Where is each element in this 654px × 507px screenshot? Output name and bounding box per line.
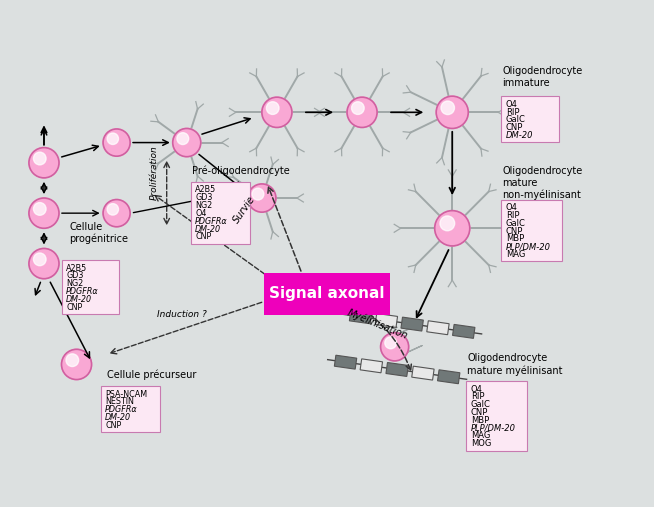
Text: A2B5: A2B5 [66,264,87,273]
Circle shape [252,188,264,200]
Text: DM-20: DM-20 [196,225,221,234]
Text: PDGFRα: PDGFRα [105,405,138,414]
Text: PLP/DM-20: PLP/DM-20 [471,424,516,432]
Text: NG2: NG2 [196,201,213,210]
Circle shape [66,354,78,367]
Text: PDGFRα: PDGFRα [196,216,228,226]
Text: NG2: NG2 [66,279,83,288]
Text: O4: O4 [471,385,483,393]
Circle shape [61,349,92,380]
Text: A2B5: A2B5 [196,186,216,194]
Circle shape [381,333,409,361]
Polygon shape [386,363,408,376]
Polygon shape [360,359,383,373]
FancyBboxPatch shape [61,260,118,314]
Text: CNP: CNP [506,123,523,132]
Text: RIP: RIP [506,211,519,220]
FancyBboxPatch shape [191,182,250,244]
Polygon shape [453,324,475,338]
Text: PDGFRα: PDGFRα [66,287,99,296]
Text: CNP: CNP [66,303,82,312]
Text: Signal axonal: Signal axonal [269,286,385,301]
Text: PSA-NCAM: PSA-NCAM [105,390,147,399]
Circle shape [33,152,46,165]
Text: GD3: GD3 [196,193,213,202]
Polygon shape [427,321,449,335]
Circle shape [173,128,201,157]
Text: GalC: GalC [471,400,490,409]
Polygon shape [401,317,423,331]
Circle shape [435,210,470,246]
Circle shape [436,96,468,128]
FancyBboxPatch shape [101,386,160,432]
Text: DM-20: DM-20 [506,131,533,140]
Circle shape [266,102,279,115]
Polygon shape [375,313,398,328]
Text: Oligodendrocyte
mature
non-myélinisant: Oligodendrocyte mature non-myélinisant [502,166,583,200]
Text: MBP: MBP [471,416,489,425]
Text: Prolifération: Prolifération [150,146,159,200]
Circle shape [103,129,130,156]
Text: CNP: CNP [471,408,488,417]
Polygon shape [438,370,460,384]
Text: MAG: MAG [471,431,490,441]
Circle shape [347,97,377,127]
Circle shape [441,101,455,115]
Text: RIP: RIP [506,107,519,117]
Text: CNP: CNP [506,227,523,236]
FancyBboxPatch shape [502,96,559,142]
Circle shape [262,97,292,127]
Text: CNP: CNP [105,421,122,430]
Text: PLP/DM-20: PLP/DM-20 [506,242,551,251]
Text: O4: O4 [506,203,518,212]
Text: O4: O4 [506,100,518,108]
Circle shape [248,184,276,212]
Text: GalC: GalC [506,116,526,124]
Circle shape [385,337,396,349]
Text: DM-20: DM-20 [105,413,131,422]
Text: RIP: RIP [471,392,484,402]
Text: MAG: MAG [506,250,525,259]
Text: Cellule précurseur: Cellule précurseur [107,369,196,380]
Circle shape [107,133,118,144]
Text: MBP: MBP [506,234,524,243]
Text: NESTIN: NESTIN [105,397,134,407]
Circle shape [352,102,364,115]
Circle shape [29,248,59,279]
Circle shape [177,133,189,144]
Circle shape [33,253,46,266]
FancyBboxPatch shape [264,273,390,315]
Text: Survie: Survie [232,194,257,225]
Polygon shape [334,355,356,369]
Text: Myélinisation: Myélinisation [345,307,409,341]
FancyBboxPatch shape [502,200,562,261]
Text: Pré-oligodendrocyte: Pré-oligodendrocyte [192,165,290,175]
Text: Cellule
progénitrice: Cellule progénitrice [69,222,128,244]
Text: GD3: GD3 [66,271,84,280]
Text: MOG: MOG [471,439,491,448]
Polygon shape [349,310,371,324]
Text: O4: O4 [196,209,207,218]
Circle shape [33,203,46,215]
Text: GalC: GalC [506,219,526,228]
Text: DM-20: DM-20 [66,295,92,304]
Circle shape [440,216,455,231]
Polygon shape [412,366,434,380]
Circle shape [29,148,59,178]
Circle shape [29,198,59,228]
Circle shape [103,200,130,227]
FancyBboxPatch shape [466,381,527,451]
Circle shape [107,204,118,215]
Text: Induction ?: Induction ? [157,310,207,318]
Text: CNP: CNP [196,232,211,241]
Text: Oligodendrocyte
immature: Oligodendrocyte immature [502,66,583,88]
Text: Oligodendrocyte
mature myélinisant: Oligodendrocyte mature myélinisant [467,353,562,376]
